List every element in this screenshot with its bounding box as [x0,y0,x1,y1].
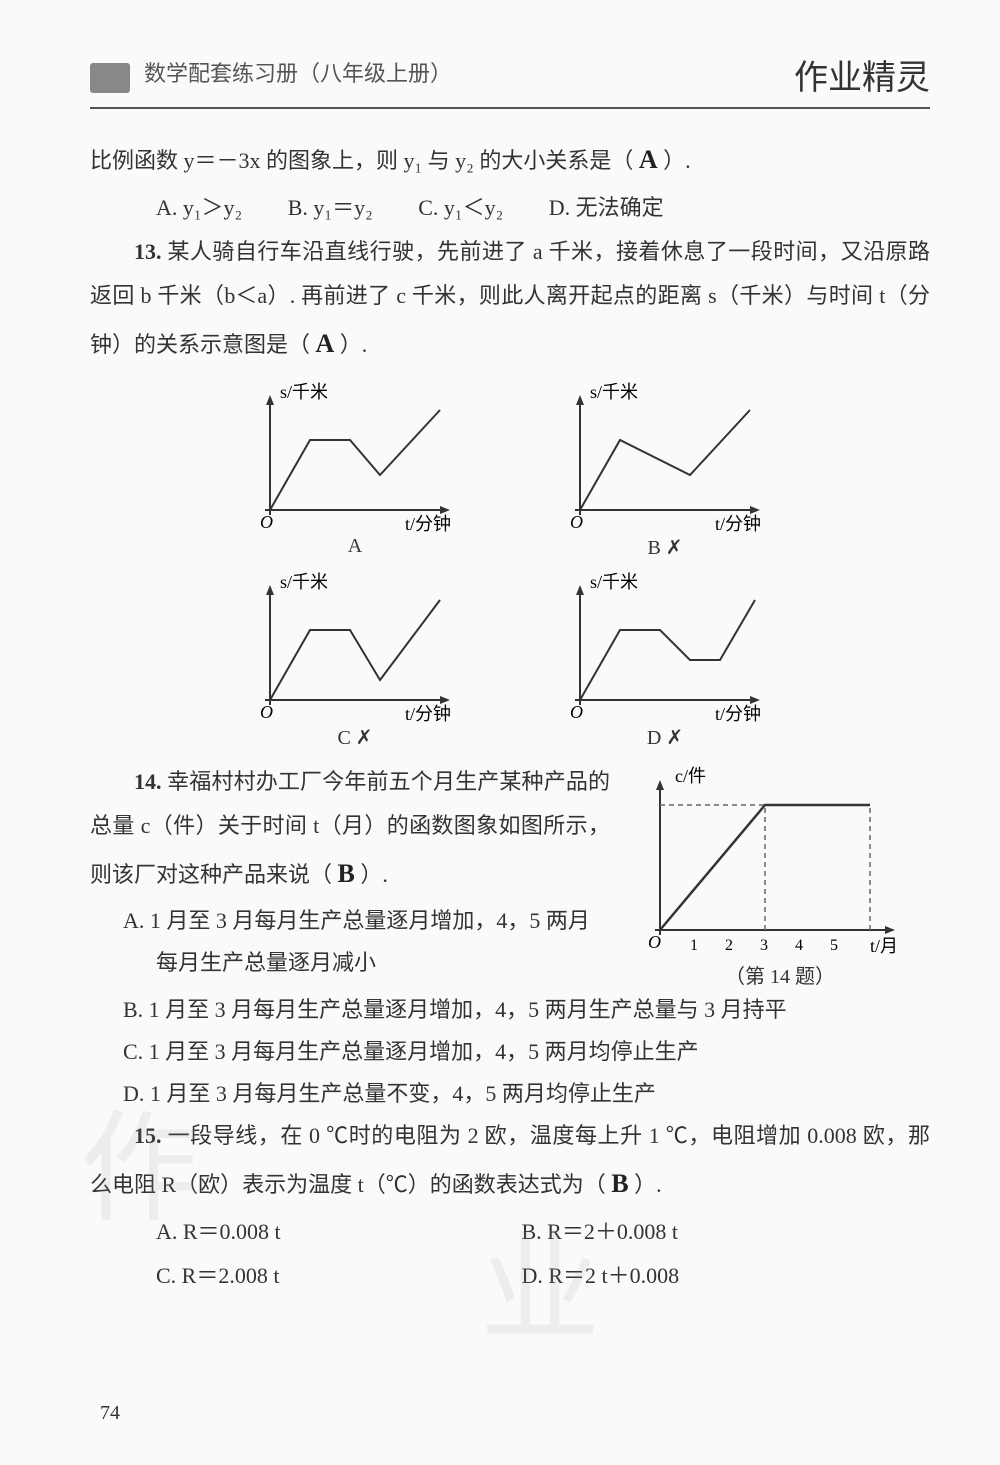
svg-text:2: 2 [725,937,733,954]
chart-D-path [580,600,755,700]
q14-left: 14. 幸福村村办工厂今年前五个月生产某种产品的总量 c（件）关于时间 t（月）… [90,760,610,989]
q14-optC: C. 1 月至 3 月每月生产总量逐月增加，4，5 两月均停止生产 [90,1031,930,1073]
q12-line: 比例函数 y＝－3x 的图象上，则 y₁ 与 y₂ 的大小关系是（ A ）. [90,134,930,186]
svg-text:t/月: t/月 [870,936,898,956]
q14-num: 14. [134,769,162,794]
chart-B: s/千米 O t/分钟 [560,380,770,540]
q15-num: 15. [134,1123,162,1148]
chart-B-label: B ✗ [560,535,770,560]
svg-text:t/分钟: t/分钟 [715,704,761,724]
page-number: 74 [100,1402,120,1425]
axis-x-label: t/分钟 [405,514,451,534]
q14-answer: B [338,859,355,888]
svg-text:s/千米: s/千米 [590,572,638,592]
header-left: 数学配套练习册（八年级上册） [90,56,452,92]
q12-optB: B. y₁＝y₂ [288,186,373,230]
q12-text-pre: 比例函数 y＝－3x 的图象上，则 y₁ 与 y₂ 的大小关系是（ [90,148,633,173]
svg-text:O: O [570,512,583,532]
q12-optA: A. y₁＞y₂ [156,186,242,230]
q14-optD: D. 1 月至 3 月每月生产总量不变，4，5 两月均停止生产 [90,1073,930,1115]
chart-A-path [270,410,440,510]
q15-text-a: 一段导线，在 0 ℃时的电阻为 2 欧，温度每上升 1 ℃，电阻增加 0.008… [90,1123,930,1197]
page: 数学配套练习册（八年级上册） 作业精灵 比例函数 y＝－3x 的图象上，则 y₁… [0,0,1000,1465]
svg-text:O: O [648,932,661,952]
book-icon [90,63,130,93]
chart-C: s/千米 O t/分钟 [250,570,460,730]
q12-optC: C. y₁＜y₂ [418,186,503,230]
svg-text:O: O [260,512,273,532]
svg-text:t/分钟: t/分钟 [405,704,451,724]
svg-text:1: 1 [690,937,698,954]
q15-text: 15. 一段导线，在 0 ℃时的电阻为 2 欧，温度每上升 1 ℃，电阻增加 0… [90,1114,930,1210]
chart-B-box: s/千米 O t/分钟 B ✗ [560,380,770,560]
q14-text-b: ）. [360,862,388,887]
q13-text-a: 某人骑自行车沿直线行驶，先前进了 a 千米，接着休息了一段时间，又沿原路返回 b… [90,239,930,357]
chart-D-box: s/千米 O t/分钟 D ✗ [560,570,770,750]
q13-text: 13. 某人骑自行车沿直线行驶，先前进了 a 千米，接着休息了一段时间，又沿原路… [90,230,930,370]
q14-caption: （第 14 题） [630,960,930,989]
axis-y-label: s/千米 [280,382,328,402]
svg-text:O: O [570,702,583,722]
q14-optA: A. 1 月至 3 月每月生产总量逐月增加，4，5 两月每月生产总量逐月减小 [90,900,610,984]
svg-text:c/件: c/件 [675,766,706,786]
chart-C-box: s/千米 O t/分钟 C ✗ [250,570,460,750]
q15-answer: B [611,1169,628,1198]
chart-C-label: C ✗ [250,725,460,750]
q15-options-row1: A. R＝0.008 t B. R＝2＋0.008 t [90,1210,930,1254]
q15-optC: C. R＝2.008 t [156,1254,476,1298]
q13-text-b: ）. [340,332,368,357]
q13-charts-row1: s/千米 O t/分钟 A s/千米 O t/分钟 B [90,380,930,560]
chart-D-label: D ✗ [560,725,770,750]
chart-D: s/千米 O t/分钟 [560,570,770,730]
q13-charts-row2: s/千米 O t/分钟 C ✗ s/千米 O t/分钟 [90,570,930,750]
chart-A-label: A [250,535,460,558]
q15-options-row2: C. R＝2.008 t D. R＝2 t＋0.008 [90,1254,930,1298]
q15-optD: D. R＝2 t＋0.008 [522,1254,680,1298]
q14-text: 14. 幸福村村办工厂今年前五个月生产某种产品的总量 c（件）关于时间 t（月）… [90,760,610,900]
q12-optD: D. 无法确定 [549,186,664,230]
header-right: 作业精灵 [794,50,930,99]
q12-answer: A [639,145,658,174]
svg-text:t/分钟: t/分钟 [715,514,761,534]
header-title: 数学配套练习册（八年级上册） [144,61,452,86]
q14-right: c/件 O 1 2 3 4 5 t/月 （第 14 题） [630,760,930,989]
q15-optB: B. R＝2＋0.008 t [522,1210,678,1254]
chart-B-path [580,410,750,510]
svg-text:s/千米: s/千米 [280,572,328,592]
q13-answer: A [316,329,335,358]
q15-text-b: ）. [634,1172,662,1197]
chart-A: s/千米 O t/分钟 [250,380,460,540]
q12-options: A. y₁＞y₂ B. y₁＝y₂ C. y₁＜y₂ D. 无法确定 [90,186,930,230]
q12-text-post: ）. [663,148,691,173]
svg-text:5: 5 [830,937,838,954]
svg-text:O: O [260,702,273,722]
page-header: 数学配套练习册（八年级上册） 作业精灵 [90,50,930,109]
svg-text:s/千米: s/千米 [590,382,638,402]
svg-text:3: 3 [760,937,768,954]
q14-optB: B. 1 月至 3 月每月生产总量逐月增加，4，5 两月生产总量与 3 月持平 [90,989,930,1031]
svg-text:4: 4 [795,937,803,954]
chart-A-box: s/千米 O t/分钟 A [250,380,460,560]
q14-row: 14. 幸福村村办工厂今年前五个月生产某种产品的总量 c（件）关于时间 t（月）… [90,760,930,989]
q14-chart: c/件 O 1 2 3 4 5 t/月 [630,760,910,960]
q15-optA: A. R＝0.008 t [156,1210,476,1254]
chart-C-path [270,600,440,700]
q13-num: 13. [134,239,162,264]
